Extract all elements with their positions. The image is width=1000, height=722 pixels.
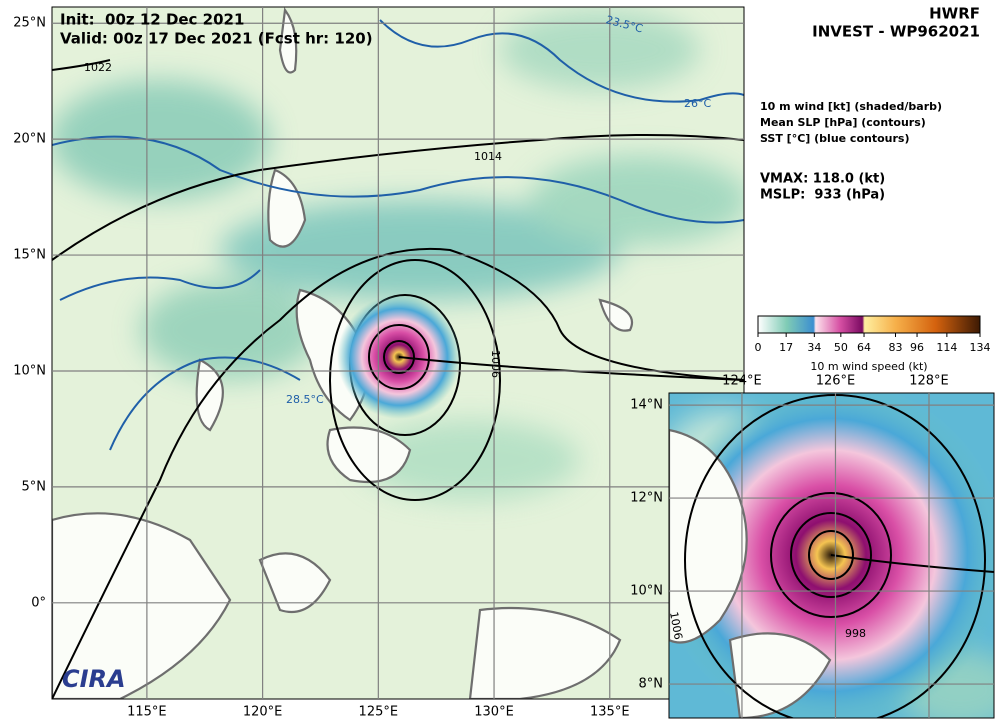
colorbar-tick-label: 83 (889, 341, 903, 354)
legend-line: Mean SLP [hPa] (contours) (760, 116, 926, 129)
main-map (52, 7, 744, 699)
contour-label: 998 (845, 627, 866, 640)
valid-time: Valid: 00z 17 Dec 2021 (Fcst hr: 120) (60, 30, 373, 48)
lat-tick-label: 20°N (13, 132, 46, 147)
inset-grid: 124°E 126°E 128°E 8°N 10°N 12°N 14°N (630, 374, 994, 718)
logo: CIRA (62, 665, 126, 693)
lon-tick-label: 128°E (909, 374, 949, 389)
lon-tick-label: 125°E (359, 705, 399, 720)
lat-tick-label: 12°N (630, 491, 663, 506)
storm-name: INVEST - WP962021 (812, 23, 980, 41)
init-time: Init: 00z 12 Dec 2021 (60, 11, 244, 29)
colorbar-tick-label: 0 (755, 341, 762, 354)
lon-tick-label: 124°E (722, 374, 762, 389)
legend-line: SST [°C] (blue contours) (760, 132, 910, 145)
lat-tick-label: 10°N (630, 584, 663, 599)
colorbar-ticks: 0 17 34 50 64 83 96 114 134 (755, 333, 991, 354)
lat-tick-label: 10°N (13, 363, 46, 378)
legend-line: 10 m wind [kt] (shaded/barb) (760, 100, 942, 113)
lon-tick-label: 130°E (474, 705, 514, 720)
colorbar (757, 315, 981, 334)
lon-tick-label: 126°E (816, 374, 856, 389)
lon-tick-label: 135°E (590, 705, 630, 720)
lat-tick-label: 5°N (22, 479, 47, 494)
contour-label: 1014 (474, 150, 502, 163)
contour-label: 1022 (84, 61, 112, 74)
lat-tick-label: 14°N (630, 398, 663, 413)
lat-tick-label: 8°N (639, 677, 664, 692)
inset-frame (668, 392, 995, 719)
contour-label: 28.5°C (286, 393, 324, 406)
colorbar-tick-label: 114 (936, 341, 957, 354)
mslp: MSLP: 933 (hPa) (760, 188, 885, 203)
colorbar-tick-label: 64 (857, 341, 871, 354)
main-grid: 115°E 120°E 125°E 130°E 135°E 0° 5°N 10°N 15°N 20… (13, 7, 744, 720)
contour-label: 26°C (684, 97, 711, 110)
main-frame (51, 6, 745, 700)
model-name: HWRF (929, 5, 980, 23)
contour-label: 1006 (489, 350, 502, 378)
lat-tick-label: 25°N (13, 16, 46, 31)
lat-tick-label: 15°N (13, 248, 46, 263)
colorbar-tick-label: 34 (807, 341, 821, 354)
lat-tick-label: 0° (31, 595, 46, 610)
colorbar-tick-label: 50 (834, 341, 848, 354)
colorbar-tick-label: 96 (910, 341, 924, 354)
contour-label: 1006 (667, 611, 685, 641)
vmax: VMAX: 118.0 (kt) (760, 172, 885, 187)
lon-tick-label: 120°E (243, 705, 283, 720)
lon-tick-label: 115°E (127, 705, 167, 720)
inset-map (669, 393, 994, 718)
colorbar-tick-label: 17 (779, 341, 793, 354)
colorbar-tick-label: 134 (970, 341, 991, 354)
colorbar-label: 10 m wind speed (kt) (810, 360, 927, 373)
